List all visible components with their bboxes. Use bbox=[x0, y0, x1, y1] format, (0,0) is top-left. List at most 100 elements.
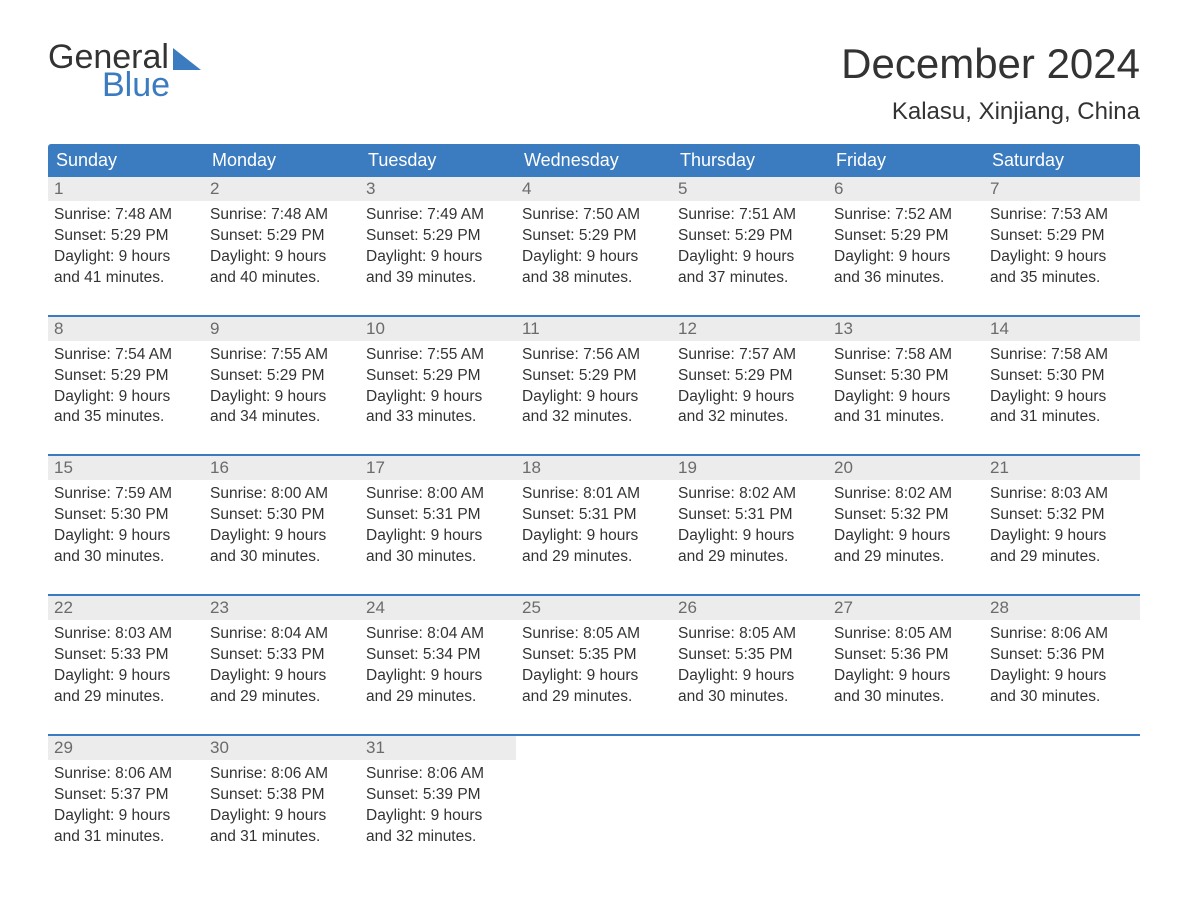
day-number: 3 bbox=[360, 177, 516, 201]
day-sunset: Sunset: 5:31 PM bbox=[678, 505, 822, 526]
logo-text-blue: Blue bbox=[102, 68, 201, 102]
day-cell bbox=[984, 736, 1140, 856]
day-content: Sunrise: 7:56 AMSunset: 5:29 PMDaylight:… bbox=[516, 341, 672, 437]
day-day2: and 30 minutes. bbox=[54, 547, 198, 568]
day-day1: Daylight: 9 hours bbox=[834, 666, 978, 687]
day-day2: and 29 minutes. bbox=[210, 687, 354, 708]
day-content: Sunrise: 7:58 AMSunset: 5:30 PMDaylight:… bbox=[984, 341, 1140, 437]
day-sunrise: Sunrise: 8:03 AM bbox=[54, 624, 198, 645]
day-sunrise: Sunrise: 8:05 AM bbox=[678, 624, 822, 645]
day-day1: Daylight: 9 hours bbox=[990, 526, 1134, 547]
day-sunset: Sunset: 5:29 PM bbox=[366, 366, 510, 387]
day-cell: 7Sunrise: 7:53 AMSunset: 5:29 PMDaylight… bbox=[984, 177, 1140, 297]
title-block: December 2024 Kalasu, Xinjiang, China bbox=[841, 40, 1140, 126]
week-row: 22Sunrise: 8:03 AMSunset: 5:33 PMDayligh… bbox=[48, 594, 1140, 716]
day-number: 18 bbox=[516, 456, 672, 480]
day-number-empty bbox=[828, 736, 984, 760]
day-cell: 14Sunrise: 7:58 AMSunset: 5:30 PMDayligh… bbox=[984, 317, 1140, 437]
day-number: 15 bbox=[48, 456, 204, 480]
day-cell bbox=[672, 736, 828, 856]
day-sunset: Sunset: 5:30 PM bbox=[54, 505, 198, 526]
month-title: December 2024 bbox=[841, 40, 1140, 88]
day-sunset: Sunset: 5:34 PM bbox=[366, 645, 510, 666]
week-row: 8Sunrise: 7:54 AMSunset: 5:29 PMDaylight… bbox=[48, 315, 1140, 437]
day-cell: 2Sunrise: 7:48 AMSunset: 5:29 PMDaylight… bbox=[204, 177, 360, 297]
day-day2: and 30 minutes. bbox=[366, 547, 510, 568]
weekday-sunday: Sunday bbox=[48, 144, 204, 177]
day-day1: Daylight: 9 hours bbox=[54, 806, 198, 827]
day-sunset: Sunset: 5:30 PM bbox=[990, 366, 1134, 387]
day-sunrise: Sunrise: 7:58 AM bbox=[990, 345, 1134, 366]
day-number: 11 bbox=[516, 317, 672, 341]
day-day2: and 29 minutes. bbox=[54, 687, 198, 708]
day-day1: Daylight: 9 hours bbox=[366, 526, 510, 547]
day-content: Sunrise: 8:06 AMSunset: 5:38 PMDaylight:… bbox=[204, 760, 360, 856]
day-day1: Daylight: 9 hours bbox=[678, 666, 822, 687]
day-sunset: Sunset: 5:33 PM bbox=[54, 645, 198, 666]
day-day1: Daylight: 9 hours bbox=[54, 387, 198, 408]
day-content: Sunrise: 8:04 AMSunset: 5:33 PMDaylight:… bbox=[204, 620, 360, 716]
day-sunset: Sunset: 5:29 PM bbox=[210, 366, 354, 387]
day-sunrise: Sunrise: 7:56 AM bbox=[522, 345, 666, 366]
day-number: 5 bbox=[672, 177, 828, 201]
day-day1: Daylight: 9 hours bbox=[834, 247, 978, 268]
day-content: Sunrise: 7:52 AMSunset: 5:29 PMDaylight:… bbox=[828, 201, 984, 297]
day-sunset: Sunset: 5:36 PM bbox=[834, 645, 978, 666]
day-content: Sunrise: 8:00 AMSunset: 5:31 PMDaylight:… bbox=[360, 480, 516, 576]
day-cell: 29Sunrise: 8:06 AMSunset: 5:37 PMDayligh… bbox=[48, 736, 204, 856]
day-cell: 9Sunrise: 7:55 AMSunset: 5:29 PMDaylight… bbox=[204, 317, 360, 437]
day-number: 17 bbox=[360, 456, 516, 480]
day-sunrise: Sunrise: 7:55 AM bbox=[210, 345, 354, 366]
day-day2: and 35 minutes. bbox=[54, 407, 198, 428]
day-cell: 3Sunrise: 7:49 AMSunset: 5:29 PMDaylight… bbox=[360, 177, 516, 297]
day-day2: and 31 minutes. bbox=[54, 827, 198, 848]
day-content: Sunrise: 8:06 AMSunset: 5:37 PMDaylight:… bbox=[48, 760, 204, 856]
day-cell: 10Sunrise: 7:55 AMSunset: 5:29 PMDayligh… bbox=[360, 317, 516, 437]
day-day2: and 36 minutes. bbox=[834, 268, 978, 289]
day-number: 25 bbox=[516, 596, 672, 620]
day-day2: and 32 minutes. bbox=[678, 407, 822, 428]
day-sunset: Sunset: 5:29 PM bbox=[990, 226, 1134, 247]
day-day2: and 37 minutes. bbox=[678, 268, 822, 289]
day-day2: and 38 minutes. bbox=[522, 268, 666, 289]
day-day1: Daylight: 9 hours bbox=[522, 247, 666, 268]
day-sunset: Sunset: 5:30 PM bbox=[834, 366, 978, 387]
day-sunrise: Sunrise: 8:06 AM bbox=[990, 624, 1134, 645]
day-sunrise: Sunrise: 8:00 AM bbox=[366, 484, 510, 505]
location-subtitle: Kalasu, Xinjiang, China bbox=[841, 98, 1140, 126]
day-number-empty bbox=[672, 736, 828, 760]
day-day2: and 30 minutes. bbox=[678, 687, 822, 708]
day-day1: Daylight: 9 hours bbox=[678, 526, 822, 547]
day-cell: 25Sunrise: 8:05 AMSunset: 5:35 PMDayligh… bbox=[516, 596, 672, 716]
day-day1: Daylight: 9 hours bbox=[522, 387, 666, 408]
day-cell: 1Sunrise: 7:48 AMSunset: 5:29 PMDaylight… bbox=[48, 177, 204, 297]
day-day2: and 31 minutes. bbox=[210, 827, 354, 848]
day-day2: and 29 minutes. bbox=[990, 547, 1134, 568]
day-day1: Daylight: 9 hours bbox=[54, 666, 198, 687]
day-content: Sunrise: 8:02 AMSunset: 5:31 PMDaylight:… bbox=[672, 480, 828, 576]
day-day1: Daylight: 9 hours bbox=[366, 806, 510, 827]
day-day2: and 31 minutes. bbox=[990, 407, 1134, 428]
weekday-friday: Friday bbox=[828, 144, 984, 177]
day-number: 26 bbox=[672, 596, 828, 620]
day-number: 22 bbox=[48, 596, 204, 620]
day-sunrise: Sunrise: 7:48 AM bbox=[54, 205, 198, 226]
day-sunrise: Sunrise: 8:06 AM bbox=[366, 764, 510, 785]
day-sunset: Sunset: 5:32 PM bbox=[990, 505, 1134, 526]
day-sunrise: Sunrise: 7:52 AM bbox=[834, 205, 978, 226]
day-number: 8 bbox=[48, 317, 204, 341]
day-sunrise: Sunrise: 8:03 AM bbox=[990, 484, 1134, 505]
day-number-empty bbox=[516, 736, 672, 760]
day-sunrise: Sunrise: 7:50 AM bbox=[522, 205, 666, 226]
day-cell: 11Sunrise: 7:56 AMSunset: 5:29 PMDayligh… bbox=[516, 317, 672, 437]
day-day1: Daylight: 9 hours bbox=[54, 247, 198, 268]
day-sunrise: Sunrise: 7:58 AM bbox=[834, 345, 978, 366]
day-content: Sunrise: 7:57 AMSunset: 5:29 PMDaylight:… bbox=[672, 341, 828, 437]
day-sunset: Sunset: 5:39 PM bbox=[366, 785, 510, 806]
day-day2: and 32 minutes. bbox=[522, 407, 666, 428]
week-row: 29Sunrise: 8:06 AMSunset: 5:37 PMDayligh… bbox=[48, 734, 1140, 856]
day-sunrise: Sunrise: 8:01 AM bbox=[522, 484, 666, 505]
day-day2: and 30 minutes. bbox=[834, 687, 978, 708]
day-content: Sunrise: 7:54 AMSunset: 5:29 PMDaylight:… bbox=[48, 341, 204, 437]
day-day1: Daylight: 9 hours bbox=[210, 526, 354, 547]
